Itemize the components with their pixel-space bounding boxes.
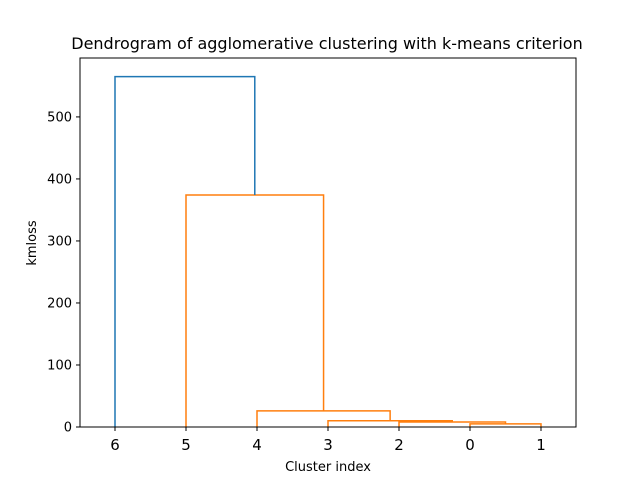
chart-title: Dendrogram of agglomerative clustering w… <box>71 34 582 53</box>
y-tick-label: 0 <box>64 421 72 436</box>
dendrogram-links <box>114 75 542 427</box>
y-tick-label: 300 <box>47 234 72 249</box>
dendrogram-link-3 <box>256 410 391 427</box>
y-tick-label: 500 <box>47 110 72 125</box>
plot-frame <box>79 57 577 428</box>
x-tick-label-6: 6 <box>110 436 120 454</box>
dendrogram-link-5 <box>114 75 256 427</box>
x-tick-label-4: 4 <box>252 436 262 454</box>
y-tick-label: 200 <box>47 296 72 311</box>
x-tick-label-1: 1 <box>536 436 546 454</box>
y-tick-label: 400 <box>47 172 72 187</box>
x-tick-label-5: 5 <box>181 436 191 454</box>
y-axis-label: kmloss <box>25 220 40 266</box>
x-axis-ticks: 6 5 4 3 2 0 1 <box>110 427 546 454</box>
y-tick-label: 100 <box>47 358 72 373</box>
x-axis-label: Cluster index <box>285 460 371 475</box>
y-axis-ticks: 0 100 200 300 400 500 <box>47 110 80 436</box>
dendrogram-link-1 <box>398 421 507 427</box>
dendrogram-link-4 <box>185 194 325 427</box>
x-tick-label-3: 3 <box>323 436 333 454</box>
x-tick-label-0: 0 <box>465 436 475 454</box>
x-tick-label-2: 2 <box>394 436 404 454</box>
